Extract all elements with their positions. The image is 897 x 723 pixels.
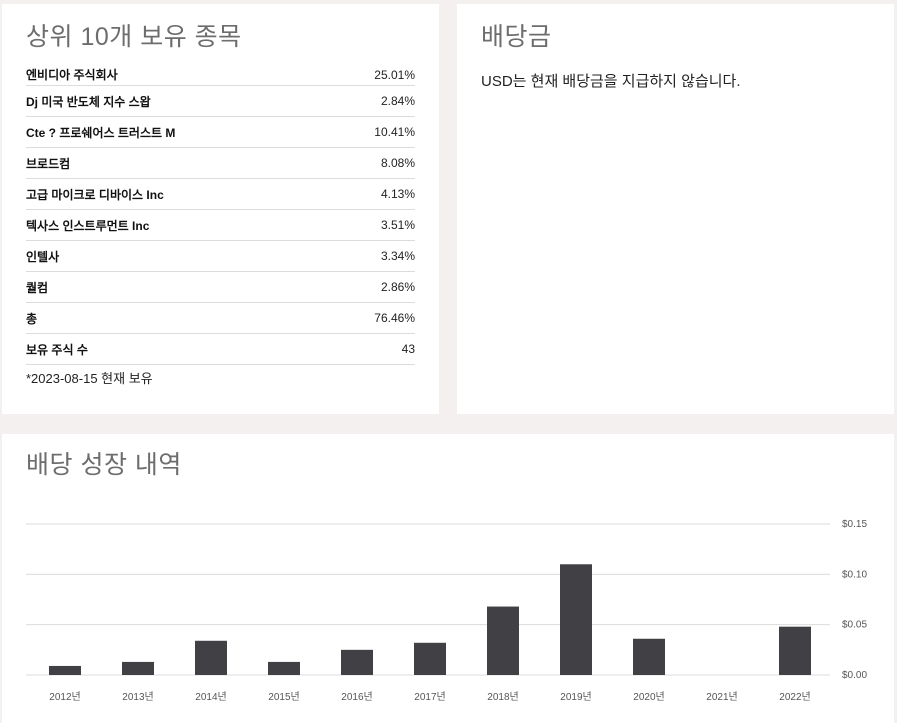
holding-value: 2.84% xyxy=(380,94,415,108)
holding-value: 2.86% xyxy=(380,280,415,294)
y-tick-label: $0.05 xyxy=(842,620,867,631)
holdings-table: 엔비디아 주식회사 25.01% Dj 미국 반도체 지수 스왑 2.84% Cte ?… xyxy=(26,64,415,365)
holding-value: 43 xyxy=(401,342,415,356)
holding-value: 76.46% xyxy=(374,311,415,325)
holding-value: 3.34% xyxy=(380,249,415,263)
holding-row: Dj 미국 반도체 지수 스왑 2.84% xyxy=(26,86,415,117)
holding-value: 10.41% xyxy=(374,125,415,139)
holding-name: 고급 마이크로 디바이스 Inc xyxy=(26,187,164,202)
dividend-bar[interactable] xyxy=(414,642,446,675)
holdings-date-note: *2023-08-15 현재 보유 xyxy=(26,371,153,386)
holding-row: 텍사스 인스트루먼트 Inc 3.51% xyxy=(26,210,415,241)
holding-name: 총 xyxy=(26,311,38,326)
holding-row: 퀄컴 2.86% xyxy=(26,272,415,303)
x-tick-label: 2015년 xyxy=(268,691,299,703)
top-holdings-card: 상위 10개 보유 종목 엔비디아 주식회사 25.01% Dj 미국 반도체 지수… xyxy=(2,4,439,414)
x-tick-label: 2012년 xyxy=(49,691,80,703)
holding-value: 25.01% xyxy=(374,67,415,82)
x-tick-label: 2014년 xyxy=(195,691,226,703)
holding-name: 보유 주식 수 xyxy=(26,342,88,357)
dividend-growth-chart: $0.00 $0.05 $0.10 $0.15 2012년 2013년 2014년 2015년… xyxy=(26,519,867,703)
x-tick-label: 2016년 xyxy=(341,691,372,703)
x-tick-label: 2021년 xyxy=(706,691,737,703)
holding-row: 총 76.46% xyxy=(26,303,415,334)
dividend-bar[interactable] xyxy=(487,606,519,675)
dividend-bar[interactable] xyxy=(268,661,300,675)
holding-name: 텍사스 인스트루먼트 Inc xyxy=(26,218,150,233)
x-tick-label: 2019년 xyxy=(560,691,591,703)
holding-value: 4.13% xyxy=(380,187,415,201)
x-tick-label: 2020년 xyxy=(633,691,664,703)
holding-row: 브로드컴 8.08% xyxy=(26,148,415,179)
dividend-bar[interactable] xyxy=(633,638,665,675)
dividend-bar[interactable] xyxy=(341,649,373,675)
x-tick-label: 2022년 xyxy=(779,691,810,703)
holding-row: 엔비디아 주식회사 25.01% xyxy=(26,64,415,86)
holding-name: 브로드컴 xyxy=(26,156,71,171)
x-tick-label: 2013년 xyxy=(122,691,153,703)
holding-value: 8.08% xyxy=(380,156,415,170)
holding-row: 보유 주식 수 43 xyxy=(26,334,415,365)
dividend-title: 배당금 xyxy=(481,23,552,51)
x-tick-label: 2018년 xyxy=(487,691,518,703)
holding-name: 엔비디아 주식회사 xyxy=(26,68,118,82)
holding-value: 3.51% xyxy=(380,218,415,232)
x-tick-label: 2017년 xyxy=(414,691,445,703)
dividend-card: 배당금 USD는 현재 배당금을 지급하지 않습니다. xyxy=(457,4,894,414)
holding-name: Dj 미국 반도체 지수 스왑 xyxy=(26,94,151,109)
dividend-bar[interactable] xyxy=(122,661,154,675)
holding-name: 인텔사 xyxy=(26,249,60,264)
dividend-growth-card: 배당 성장 내역 $0.00 $0.05 $0.10 $0.15 2012년 2013년 2… xyxy=(2,434,894,723)
y-tick-label: $0.15 xyxy=(842,519,867,530)
holding-name: 퀄컴 xyxy=(26,280,49,295)
dividend-status-text: USD는 현재 배당금을 지급하지 않습니다. xyxy=(481,73,741,90)
dividend-bar[interactable] xyxy=(779,626,811,675)
dividend-bar[interactable] xyxy=(49,665,81,675)
y-tick-label: $0.10 xyxy=(842,569,867,580)
dividend-bar[interactable] xyxy=(560,564,592,675)
y-tick-label: $0.00 xyxy=(842,670,867,681)
holding-name: Cte ? 프로쉐어스 트러스트 M xyxy=(26,125,176,140)
holding-row: 인텔사 3.34% xyxy=(26,241,415,272)
dividend-bar[interactable] xyxy=(195,640,227,675)
holding-row: Cte ? 프로쉐어스 트러스트 M 10.41% xyxy=(26,117,415,148)
holding-row: 고급 마이크로 디바이스 Inc 4.13% xyxy=(26,179,415,210)
growth-title: 배당 성장 내역 xyxy=(26,451,182,479)
holdings-title: 상위 10개 보유 종목 xyxy=(26,23,242,51)
